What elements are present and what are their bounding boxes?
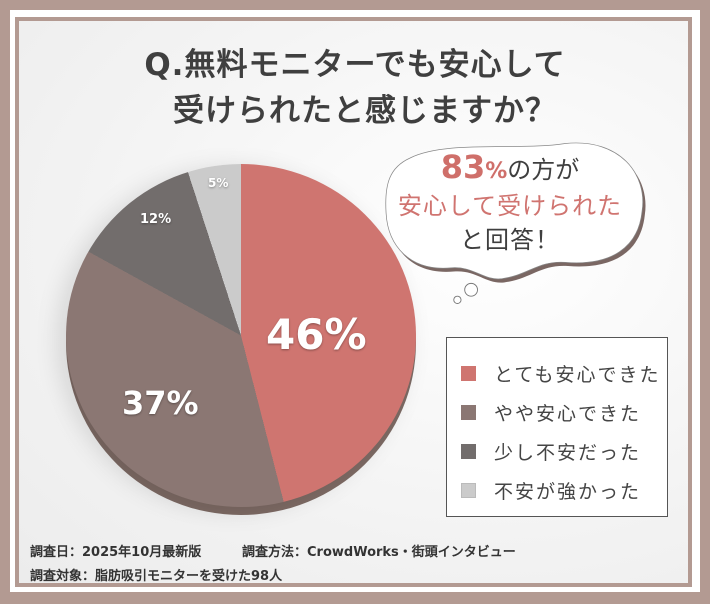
title-line-2: 受けられたと感じますか？ [173,93,557,129]
label-very-safe: 46% [266,310,367,359]
title-line-1: Q.無料モニターでも安心して [144,47,566,83]
legend-item-very-anxious: 不安が強かった [461,477,641,504]
callout-line-3: と回答！ [460,226,560,254]
callout-text: 83%の方が 安心して受けられた と回答！ [370,150,650,257]
pie-slices [66,164,416,507]
legend-item-very-safe: とても安心できた [461,360,660,387]
legend: とても安心できた やや安心できた 少し不安だった 不安が強かった [446,337,668,517]
callout-line-1: 83%の方が [370,150,650,189]
label-somewhat-safe: 37% [122,384,199,422]
callout-line-1-suffix: の方が [507,156,580,184]
label-slightly-anxious: 12% [140,212,172,227]
legend-label: 不安が強かった [494,481,642,503]
footer-survey-method: 調査方法：CrowdWorks・街頭インタビュー [242,545,516,560]
speech-bubble [385,142,646,304]
label-very-anxious: 5% [208,176,229,190]
legend-label: とても安心できた [494,364,661,386]
footer-survey-date: 調査日：2025年10月最新版 [30,545,202,560]
callout-percent-number: 83 [440,148,486,186]
legend-label: やや安心できた [494,403,642,425]
legend-swatch [461,366,476,381]
legend-item-somewhat-safe: やや安心できた [461,399,641,426]
legend-item-slightly-anxious: 少し不安だった [461,438,641,465]
callout-line-2: 安心して受けられた [397,192,623,220]
legend-swatch [461,483,476,498]
footer-survey-target: 調査対象：脂肪吸引モニターを受けた98人 [30,569,283,584]
callout-percent-sign: % [485,159,508,184]
chart-title: Q.無料モニターでも安心して 受けられたと感じますか？ [0,42,710,134]
legend-swatch [461,444,476,459]
legend-swatch [461,405,476,420]
legend-label: 少し不安だった [494,442,642,464]
pie-chart: 46% 37% 12% 5% [66,164,418,516]
